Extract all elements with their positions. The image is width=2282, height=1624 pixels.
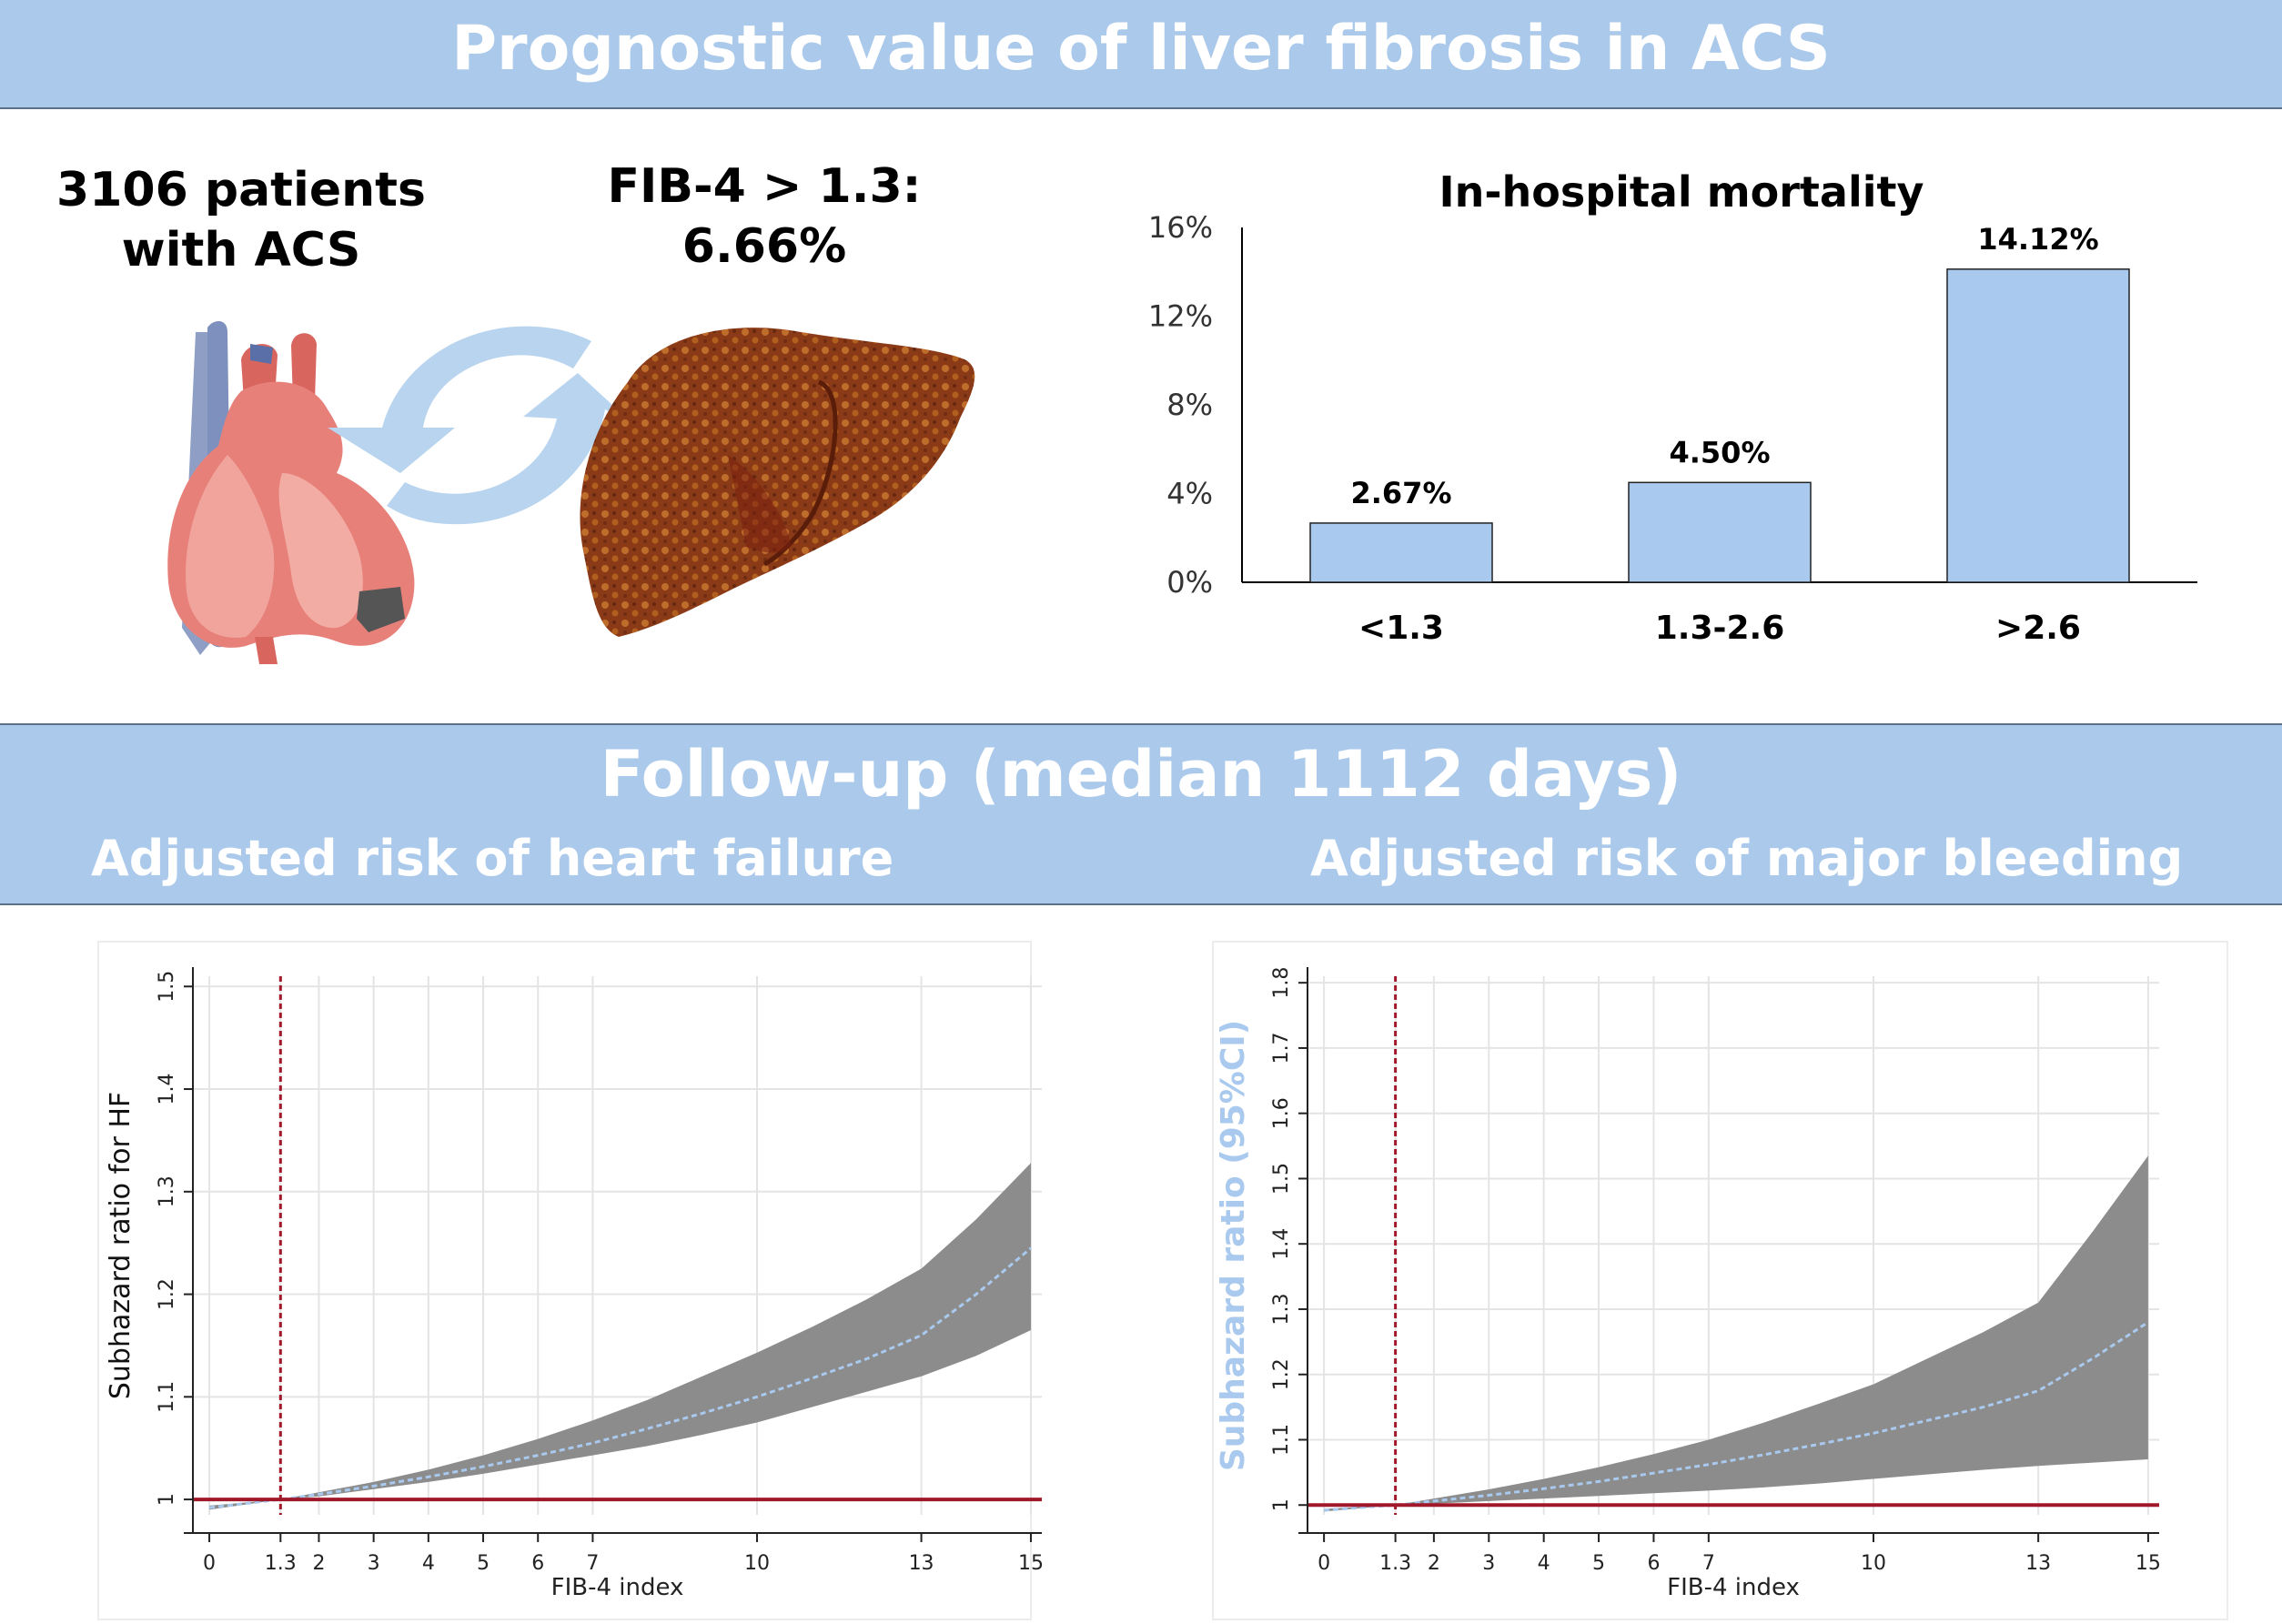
x-tick-label: 6: [1647, 1552, 1660, 1575]
y-tick-label: 1.3: [156, 1175, 178, 1207]
refresh-arrows-icon: [328, 326, 637, 525]
header-banner: [0, 0, 2282, 109]
bar: [1628, 481, 1812, 583]
x-tick-label: 7: [1702, 1552, 1715, 1575]
bar-y-tick-label: 12%: [1148, 299, 1213, 334]
x-tick-label: 5: [1592, 1552, 1605, 1575]
bleeding-chart-title: Adjusted risk of major bleeding: [1310, 830, 2184, 887]
y-tick-label: 1.8: [1270, 967, 1293, 999]
fib4-stat: FIB-4 > 1.3: 6.66%: [582, 156, 946, 277]
y-axis-label: Subhazard ratio (95%CI): [1215, 1020, 1252, 1471]
y-tick-label: 1: [1270, 1498, 1293, 1511]
x-tick-label: 10: [744, 1552, 770, 1575]
patients-condition: with ACS: [121, 223, 361, 277]
bar-y-tick-label: 4%: [1166, 477, 1213, 511]
bar-value-label: 4.50%: [1669, 435, 1770, 469]
y-tick-label: 1.5: [156, 971, 178, 1003]
fib4-percentage: 6.66%: [682, 219, 847, 274]
fib4-threshold: FIB-4 > 1.3:: [607, 159, 922, 214]
x-tick-label: 0: [1318, 1552, 1330, 1575]
y-tick-label: 1.2: [156, 1278, 178, 1310]
x-tick-label: 10: [1861, 1552, 1886, 1575]
y-tick-label: 1.3: [1270, 1293, 1293, 1325]
chart-frame: [97, 941, 1032, 1620]
bar-y-tick-label: 0%: [1166, 565, 1213, 600]
x-tick-label: 4: [422, 1552, 435, 1575]
bar-y-tick-label: 8%: [1166, 388, 1213, 422]
bar-category-label: >2.6: [1995, 610, 2081, 647]
bar-chart-title: In-hospital mortality: [1439, 167, 1924, 217]
y-tick-label: 1.4: [1270, 1228, 1293, 1260]
bar-value-label: 2.67%: [1350, 476, 1451, 510]
x-tick-label: 5: [477, 1552, 490, 1575]
x-tick-label: 2: [312, 1552, 325, 1575]
y-tick-label: 1.1: [1270, 1424, 1293, 1456]
bar-category-label: 1.3-2.6: [1655, 610, 1785, 647]
page-title: Prognostic value of liver fibrosis in AC…: [451, 13, 1831, 85]
bar-value-label: 14.12%: [1977, 222, 2098, 257]
y-axis-label: Subhazard ratio for HF: [105, 1092, 136, 1399]
y-tick-label: 1.1: [156, 1381, 178, 1413]
x-axis-label: FIB-4 index: [1667, 1574, 1800, 1601]
confidence-band: [1324, 1155, 2148, 1512]
x-tick-label: 2: [1428, 1552, 1440, 1575]
y-tick-label: 1: [156, 1493, 178, 1506]
liver-illustration: [580, 328, 975, 637]
estimate-line: [1323, 1321, 2149, 1512]
y-tick-label: 1.7: [1270, 1032, 1293, 1064]
patients-count: 3106 patients: [56, 163, 426, 217]
bar: [1309, 522, 1493, 583]
x-tick-label: 3: [1482, 1552, 1495, 1575]
y-tick-label: 1.2: [1270, 1358, 1293, 1390]
y-tick-label: 1.5: [1270, 1163, 1293, 1195]
x-axis-label: FIB-4 index: [551, 1574, 684, 1601]
patients-stat: 3106 patients with ACS: [55, 160, 428, 280]
x-tick-label: 15: [1018, 1552, 1044, 1575]
x-tick-label: 1.3: [1379, 1552, 1411, 1575]
y-tick-label: 1.6: [1270, 1097, 1293, 1129]
followup-banner: [0, 723, 2282, 905]
bar-category-label: <1.3: [1358, 610, 1444, 647]
bar-y-tick-label: 16%: [1148, 210, 1213, 245]
x-tick-label: 1.3: [265, 1552, 297, 1575]
y-tick-label: 1.4: [156, 1074, 178, 1105]
heart-illustration: [167, 321, 415, 664]
x-tick-label: 13: [2025, 1552, 2051, 1575]
estimate-line: [208, 1246, 1032, 1509]
x-tick-label: 6: [531, 1552, 544, 1575]
bar: [1946, 268, 2130, 583]
followup-title: Follow-up (median 1112 days): [600, 737, 1682, 812]
x-tick-label: 7: [586, 1552, 599, 1575]
x-tick-label: 4: [1538, 1552, 1550, 1575]
x-tick-label: 15: [2136, 1552, 2161, 1575]
hf-chart-title: Adjusted risk of heart failure: [91, 830, 894, 887]
x-tick-label: 13: [909, 1552, 934, 1575]
x-tick-label: 3: [368, 1552, 380, 1575]
x-tick-label: 0: [203, 1552, 216, 1575]
confidence-band: [209, 1163, 1032, 1510]
